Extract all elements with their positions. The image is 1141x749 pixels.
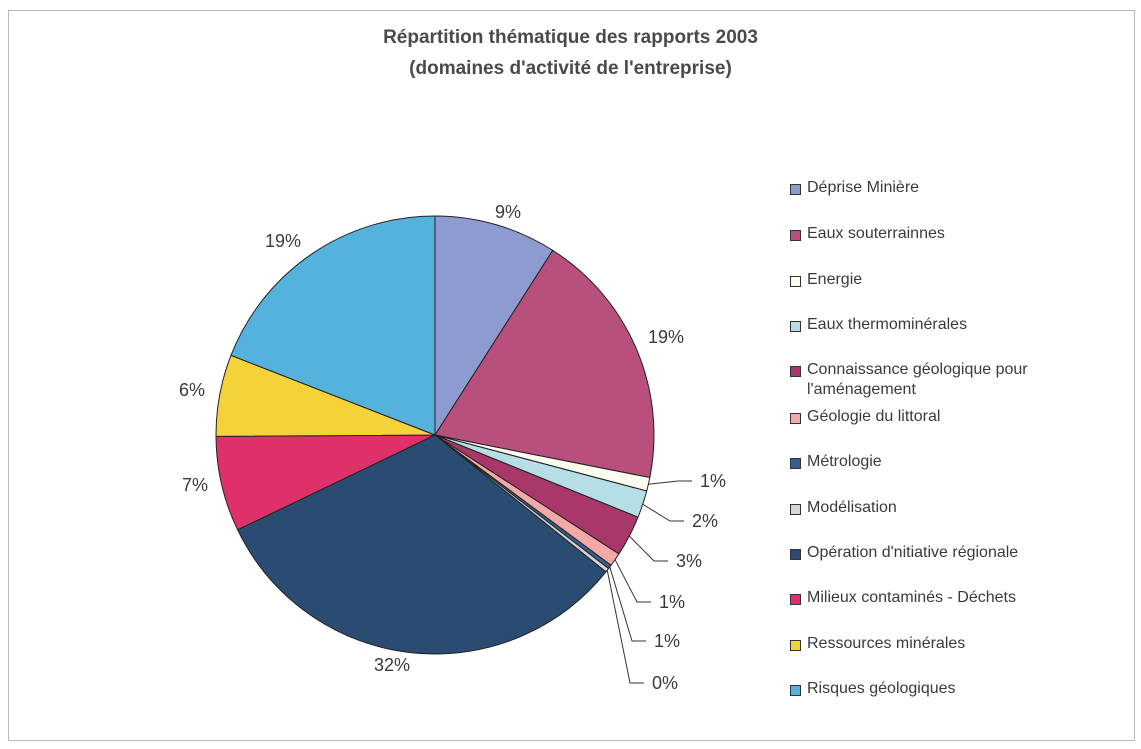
- legend-item-12: Risques géologiques: [790, 679, 1107, 703]
- legend-swatch: [790, 184, 801, 195]
- legend-item-1: Déprise Minière: [790, 178, 1107, 202]
- slice-label-8: 0%: [652, 673, 678, 693]
- legend-label: Risques géologiques: [807, 680, 956, 697]
- legend-swatch: [790, 366, 801, 377]
- slice-label-5: 3%: [676, 551, 702, 571]
- legend-item-10: Milieux contaminés - Déchets: [790, 588, 1107, 612]
- legend-swatch: [790, 276, 801, 287]
- pie-slice-9: [236, 434, 607, 655]
- legend-swatch: [790, 230, 801, 241]
- legend-item-11: Ressources minérales: [790, 634, 1107, 658]
- legend-label: Géologie du littoral: [807, 408, 941, 425]
- slice-label-11: 6%: [179, 380, 205, 400]
- slice-label-2: 19%: [648, 327, 684, 347]
- slice-label-9: 32%: [374, 655, 410, 675]
- legend-swatch: [790, 321, 801, 332]
- slice-label-1: 9%: [495, 202, 521, 222]
- legend-item-6: Géologie du littoral: [790, 407, 1107, 431]
- legend-item-2: Eaux souterrainnes: [790, 224, 1107, 248]
- legend-item-9: Opération d'nitiative régionale: [790, 543, 1107, 567]
- slice-label-6: 1%: [659, 592, 685, 612]
- leader-line-8: [606, 570, 644, 684]
- legend-label: Milieux contaminés - Déchets: [807, 589, 1016, 606]
- slice-label-4: 2%: [692, 511, 718, 531]
- legend-swatch: [790, 640, 801, 651]
- leader-line-3: [648, 480, 692, 485]
- pie-slice-1: [434, 215, 554, 437]
- legend-label: Déprise Minière: [807, 179, 920, 196]
- legend-swatch: [790, 685, 801, 696]
- legend-label: Connaissance géologique pour l'aménageme…: [807, 361, 1028, 398]
- legend-item-3: Energie: [790, 270, 1107, 294]
- legend-label: Eaux thermominérales: [807, 316, 968, 333]
- leader-line-5: [628, 535, 668, 562]
- slice-label-7: 1%: [654, 631, 680, 651]
- legend-swatch: [790, 504, 801, 515]
- slice-label-10: 7%: [182, 475, 208, 495]
- pie-slice-2: [434, 249, 655, 479]
- legend-item-5: Connaissance géologique pour l'aménageme…: [790, 360, 1107, 398]
- legend-swatch: [790, 413, 801, 424]
- chart-subtitle: (domaines d'activité de l'entreprise): [409, 58, 732, 79]
- chart-title: Répartition thématique des rapports 2003: [383, 27, 758, 48]
- slice-label-3: 1%: [700, 471, 726, 491]
- slice-label-12: 19%: [265, 231, 301, 251]
- legend-label: Eaux souterrainnes: [807, 225, 945, 242]
- pie-slice-12: [230, 215, 436, 436]
- legend-item-4: Eaux thermominérales: [790, 315, 1107, 339]
- legend-label: Ressources minérales: [807, 635, 966, 652]
- legend-item-8: Modélisation: [790, 498, 1107, 522]
- leader-line-4: [642, 503, 684, 522]
- legend-swatch: [790, 549, 801, 560]
- legend-swatch: [790, 458, 801, 469]
- legend-item-7: Métrologie: [790, 452, 1107, 476]
- leader-line-6: [614, 559, 651, 603]
- legend-swatch: [790, 594, 801, 605]
- legend-label: Métrologie: [807, 453, 882, 470]
- chart-title-block: Répartition thématique des rapports 2003…: [0, 22, 1141, 84]
- legend-label: Modélisation: [807, 499, 897, 516]
- legend-label: Opération d'nitiative régionale: [807, 544, 1019, 561]
- legend-label: Energie: [807, 271, 863, 288]
- leader-line-7: [609, 566, 646, 642]
